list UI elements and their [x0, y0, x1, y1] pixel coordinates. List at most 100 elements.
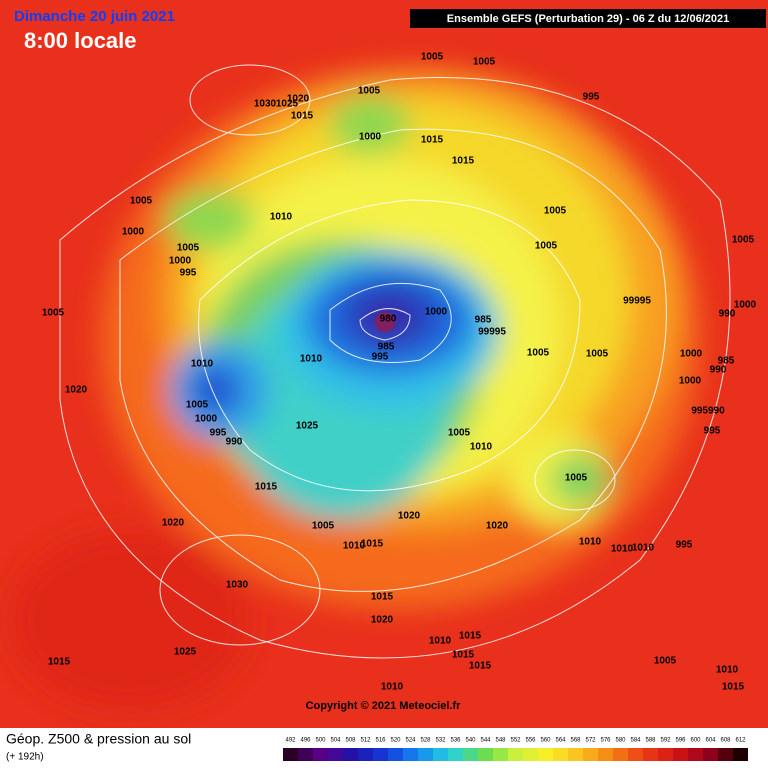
pressure-label: 1020: [486, 521, 509, 532]
pressure-label: 1000: [425, 307, 448, 318]
pressure-label: 1015: [48, 657, 71, 668]
colorbar-swatch: [658, 748, 673, 761]
colorbar-swatch: [673, 748, 688, 761]
pressure-label: 1005: [358, 86, 381, 97]
pressure-label: 1015: [722, 682, 745, 693]
colorbar-tick: 584: [630, 738, 641, 744]
colorbar-tick: 592: [660, 738, 671, 744]
colorbar-tick: 524: [405, 738, 416, 744]
pressure-label: 1030: [226, 580, 249, 591]
time: 8:00 locale: [24, 28, 137, 53]
colorbar-swatch: [403, 748, 418, 761]
pressure-label: 1000: [679, 376, 702, 387]
pressure-label: 1015: [452, 650, 475, 661]
pressure-label: 1005: [473, 57, 496, 68]
pressure-label: 1010: [716, 665, 739, 676]
pressure-label: 995: [372, 352, 389, 363]
pressure-label: 995: [676, 540, 693, 551]
pressure-label: 1015: [452, 156, 475, 167]
pressure-label: 99995: [623, 296, 651, 307]
pressure-label: 1005: [544, 206, 567, 217]
pressure-label: 1010: [300, 354, 323, 365]
colorbar-swatch: [553, 748, 568, 761]
model-banner: [410, 9, 766, 28]
colorbar-swatch: [418, 748, 433, 761]
pressure-label: 1025: [296, 421, 319, 432]
pressure-label: 1010: [579, 537, 602, 548]
colorbar-swatch: [538, 748, 553, 761]
pressure-label: 1010: [381, 682, 404, 693]
pressure-label: 985: [475, 315, 492, 326]
colorbar-tick: 496: [300, 738, 311, 744]
colorbar-tick: 520: [390, 738, 401, 744]
pressure-label: 1005: [421, 52, 444, 63]
pressure-label: 985: [718, 356, 735, 367]
pressure-label: 1000: [359, 132, 382, 143]
pressure-label: 1010: [429, 636, 452, 647]
pressure-label: 990: [710, 365, 727, 376]
colorbar-swatch: [688, 748, 703, 761]
colorbar-tick: 532: [435, 738, 446, 744]
colorbar-tick: 500: [315, 738, 326, 744]
colorbar-swatch: [703, 748, 718, 761]
colorbar-swatch: [328, 748, 343, 761]
pressure-label: 1005: [527, 348, 550, 359]
colorbar-tick: 492: [285, 738, 296, 744]
pressure-label: 1020: [398, 511, 421, 522]
colorbar-tick: 544: [480, 738, 491, 744]
colorbar-swatch: [628, 748, 643, 761]
pressure-label: 1005: [186, 400, 209, 411]
colorbar-swatch: [643, 748, 658, 761]
pressure-label: 995990: [691, 406, 725, 417]
pressure-label: 1020: [65, 385, 88, 396]
pressure-label: 1000: [680, 349, 703, 360]
pressure-label: 1015: [469, 661, 492, 672]
colorbar-swatch: [583, 748, 598, 761]
colorbar-swatch: [298, 748, 313, 761]
colorbar-swatch: [283, 748, 298, 761]
colorbar-tick: 536: [450, 738, 461, 744]
colorbar-swatch: [463, 748, 478, 761]
pressure-label: 1010: [343, 541, 366, 552]
colorbar-swatch: [598, 748, 613, 761]
colorbar-tick: 564: [555, 738, 566, 744]
colorbar-tick: 596: [675, 738, 686, 744]
pressure-label: 1020: [371, 615, 394, 626]
colorbar-tick: 560: [540, 738, 551, 744]
pressure-label: 1000: [122, 227, 145, 238]
pressure-label: 1015: [361, 539, 384, 550]
colorbar-swatch: [373, 748, 388, 761]
colorbar-swatch: [508, 748, 523, 761]
colorbar-swatch: [358, 748, 373, 761]
colorbar-swatch: [613, 748, 628, 761]
colorbar-tick: 568: [570, 738, 581, 744]
colorbar-tick: 512: [360, 738, 371, 744]
colorbar-swatch: [313, 748, 328, 761]
pressure-label: 1020: [287, 94, 310, 105]
pressure-label: 1025: [174, 647, 197, 658]
colorbar-swatch: [568, 748, 583, 761]
pressure-label: 1010: [611, 544, 634, 555]
colorbar-tick: 588: [645, 738, 656, 744]
colorbar-swatch: [478, 748, 493, 761]
copyright: Copyright © 2021 Meteociel.fr: [306, 700, 462, 712]
pressure-label: 1005: [565, 473, 588, 484]
footer-title: Géop. Z500 & pression au sol: [6, 731, 191, 747]
colorbar-tick: 516: [375, 738, 386, 744]
pressure-label: 1015: [421, 135, 444, 146]
pressure-label: 1010: [191, 359, 214, 370]
colorbar-tick: 508: [345, 738, 356, 744]
colorbar-tick: 556: [525, 738, 536, 744]
colorbar-tick: 528: [420, 738, 431, 744]
colorbar-tick: 612: [735, 738, 746, 744]
colorbar-tick: 540: [465, 738, 476, 744]
pressure-label: 1005: [177, 243, 200, 254]
pressure-label: 1015: [371, 592, 394, 603]
colorbar-swatch: [433, 748, 448, 761]
pressure-label: 1025: [276, 99, 299, 110]
colorbar-swatch: [493, 748, 508, 761]
colorbar-tick: 552: [510, 738, 521, 744]
colorbar: 492 496 500 504 508 512 516 520 524 528 532 536 540 5…: [283, 738, 748, 761]
pressure-label: 1005: [732, 235, 755, 246]
